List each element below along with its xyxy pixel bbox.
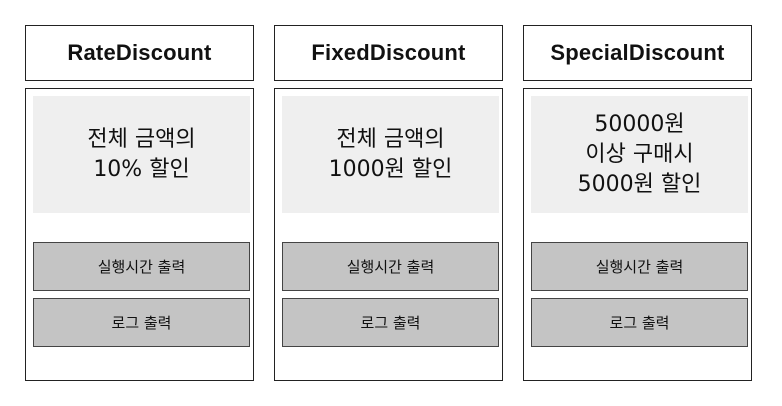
print-execution-time-button[interactable]: 실행시간 출력 (33, 242, 250, 291)
column-body: 전체 금액의 1000원 할인 실행시간 출력 로그 출력 (274, 88, 503, 381)
print-execution-time-button[interactable]: 실행시간 출력 (282, 242, 499, 291)
print-log-button[interactable]: 로그 출력 (33, 298, 250, 347)
discount-description: 전체 금액의 1000원 할인 (282, 96, 499, 213)
discount-description: 50000원 이상 구매시 5000원 할인 (531, 96, 748, 213)
print-log-button[interactable]: 로그 출력 (531, 298, 748, 347)
print-execution-time-button[interactable]: 실행시간 출력 (531, 242, 748, 291)
discount-column-fixed: FixedDiscount 전체 금액의 1000원 할인 실행시간 출력 로그… (274, 25, 503, 381)
discount-description: 전체 금액의 10% 할인 (33, 96, 250, 213)
description-line: 5000원 할인 (577, 171, 702, 197)
column-title: FixedDiscount (274, 25, 503, 81)
column-title: SpecialDiscount (523, 25, 752, 81)
description-line: 전체 금액의 (87, 126, 196, 152)
column-title: RateDiscount (25, 25, 254, 81)
description-line: 50000원 (594, 111, 685, 137)
description-line: 10% 할인 (93, 156, 190, 182)
print-log-button[interactable]: 로그 출력 (282, 298, 499, 347)
column-body: 50000원 이상 구매시 5000원 할인 실행시간 출력 로그 출력 (523, 88, 752, 381)
description-line: 1000원 할인 (328, 156, 453, 182)
discount-column-special: SpecialDiscount 50000원 이상 구매시 5000원 할인 실… (523, 25, 752, 381)
description-line: 이상 구매시 (585, 141, 694, 167)
description-line: 전체 금액의 (336, 126, 445, 152)
column-body: 전체 금액의 10% 할인 실행시간 출력 로그 출력 (25, 88, 254, 381)
discount-column-rate: RateDiscount 전체 금액의 10% 할인 실행시간 출력 로그 출력 (25, 25, 254, 381)
